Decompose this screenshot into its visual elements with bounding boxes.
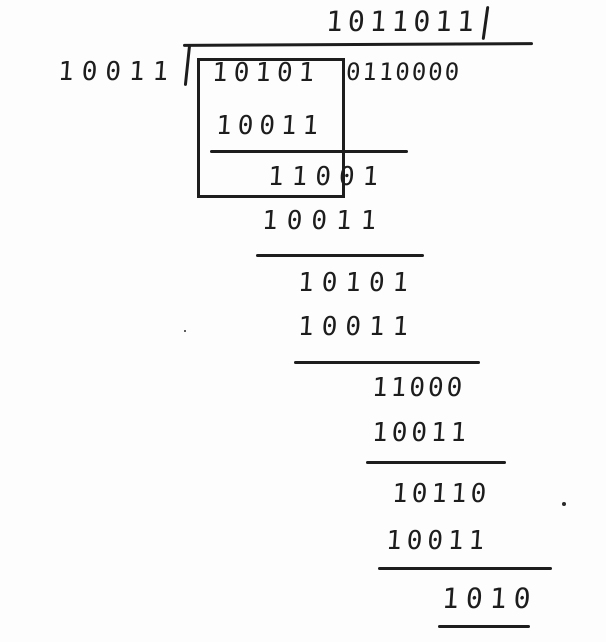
remainder-1: 11001 — [267, 164, 387, 190]
division-bar — [183, 42, 533, 47]
pen-dot — [562, 502, 566, 506]
subtrahend-4: 10011 — [371, 420, 471, 446]
remainder-3: 11000 — [371, 375, 466, 401]
remainder-2: 10101 — [297, 270, 417, 296]
divisor: 10011 — [57, 59, 177, 85]
subtrahend-2: 10011 — [261, 208, 386, 234]
subtrahend-5: 10011 — [385, 528, 490, 554]
pen-dot — [184, 330, 186, 332]
subtrahend-3: 10011 — [297, 314, 417, 340]
quotient: 1011011 — [325, 8, 480, 36]
subtraction-line-2 — [256, 254, 424, 257]
final-remainder: 1010 — [441, 585, 538, 613]
subtraction-line-1 — [210, 150, 408, 153]
division-bracket — [184, 44, 191, 86]
remainder-4: 10110 — [391, 481, 491, 507]
final-underline — [438, 625, 530, 628]
dividend-rest: 0110000 — [345, 60, 462, 84]
subtraction-line-3 — [294, 361, 480, 364]
subtrahend-1: 10011 — [215, 113, 325, 139]
subtraction-line-5 — [378, 567, 552, 570]
subtraction-line-4 — [366, 461, 506, 464]
quotient-end-mark — [482, 6, 490, 40]
